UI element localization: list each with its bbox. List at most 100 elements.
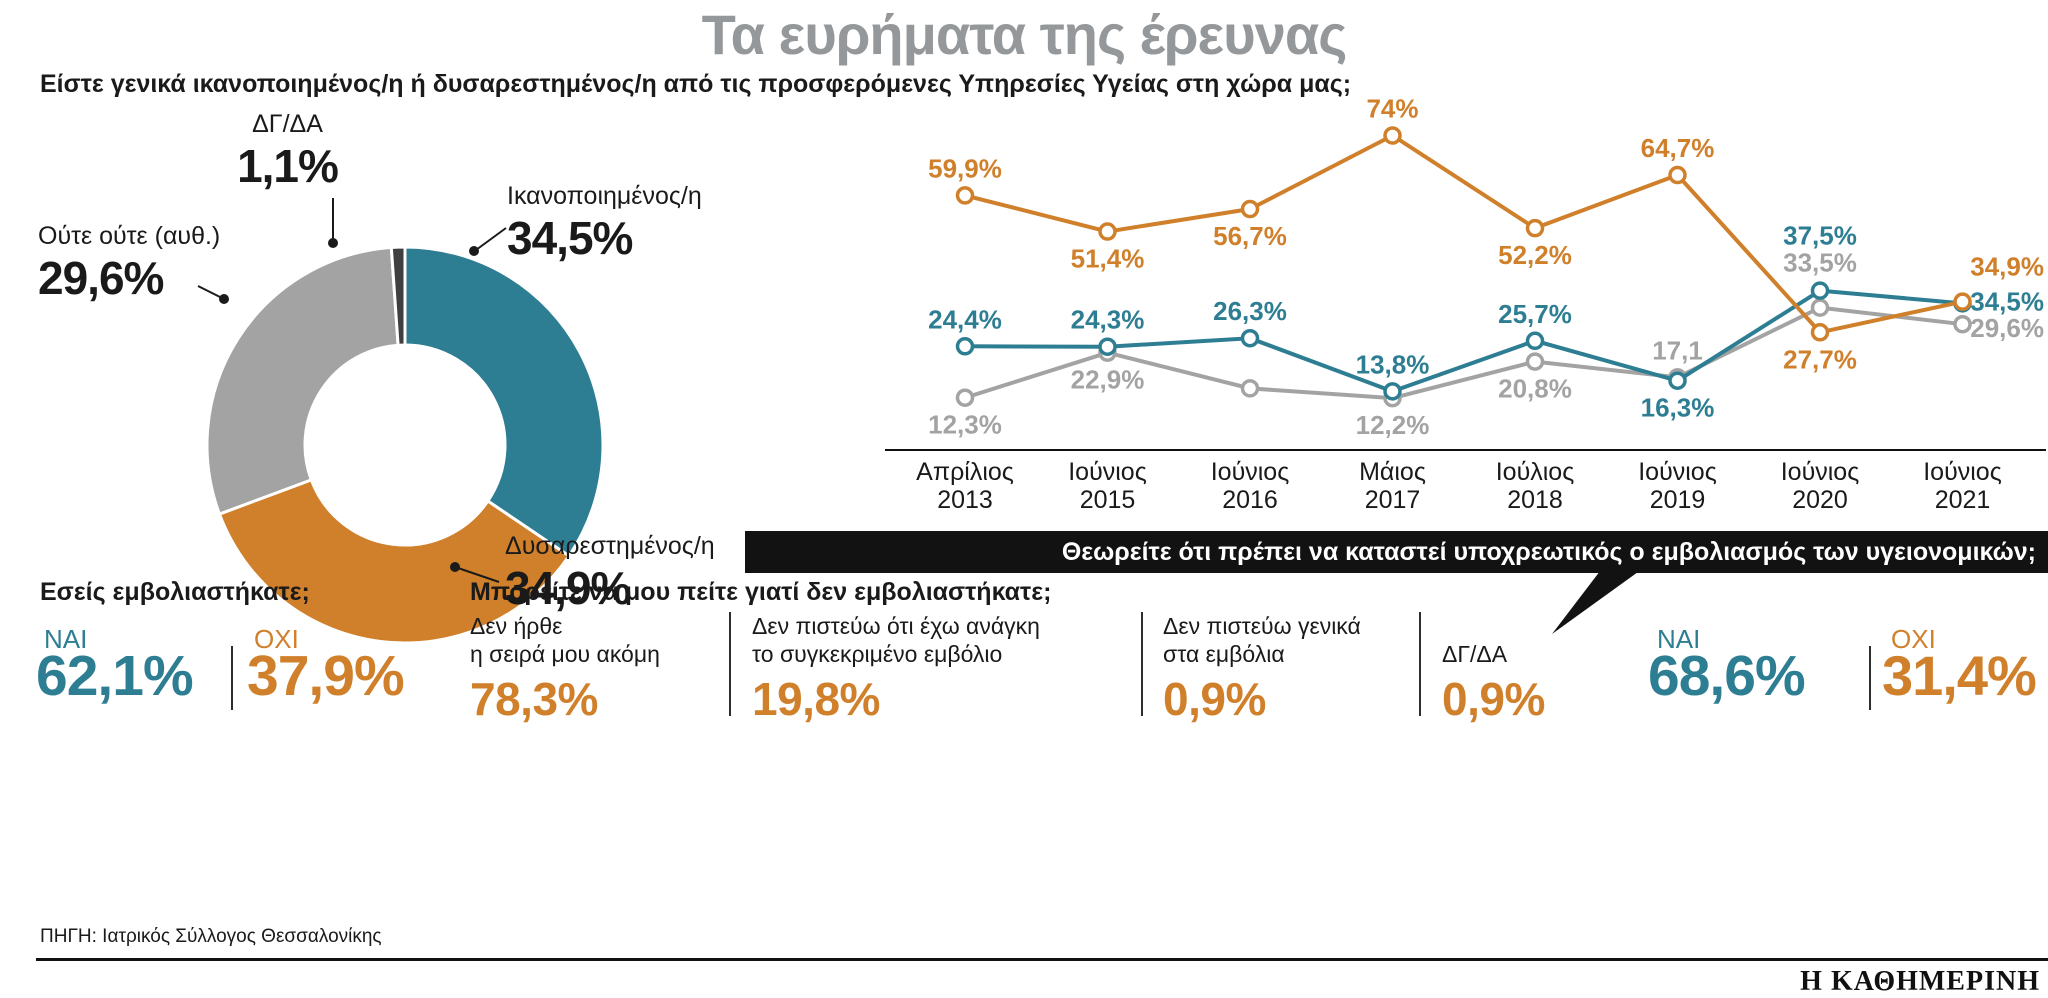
x-tick-label-3: Μάιος 2017 [1359, 458, 1426, 514]
reason-dg-da-value: 0,9% [1442, 673, 1545, 725]
banner-question-mandatory-vaccination: Θεωρείτε ότι πρέπει να καταστεί υποχρεωτ… [745, 531, 2048, 573]
x-tick-label-7: Ιούνιος 2021 [1923, 458, 2002, 514]
page-title: Τα ευρήματα της έρευνας [701, 3, 1348, 66]
point-gray-7 [1953, 314, 1972, 334]
divider-mandatory [1869, 646, 1871, 710]
divider-reasons-1 [729, 612, 731, 716]
question-health-services: Είστε γενικά ικανοποιημένος/η ή δυσαρεστ… [40, 70, 1352, 98]
donut-segment-0 [403, 245, 605, 559]
value-label-teal-7: 34,5% [1970, 286, 2044, 316]
reason-dg-da-label: ΔΓ/ΔΑ [1442, 610, 1602, 668]
reason-no-belief-vaccines-label: Δεν πιστεύω γενικά στα εμβόλια [1163, 610, 1411, 668]
value-label-orange-5: 64,7% [1641, 133, 1715, 163]
value-label-orange-3: 74% [1366, 94, 1418, 124]
value-label-teal-3: 13,8% [1356, 349, 1430, 379]
vaccinated-no-label: ΟΧΙ [254, 624, 299, 654]
donut-label-dissatisfied-name: Δυσαρεστημένος/η [505, 532, 715, 560]
reason-not-my-turn: Δεν ήρθε η σειρά μου ακόμη 78,3% [470, 610, 720, 722]
reason-label-line: το συγκεκριμένο εμβόλιο [752, 641, 1003, 667]
reason-label-line: Δεν πιστεύω ότι έχω ανάγκη [752, 613, 1040, 639]
line-series-orange [964, 133, 1963, 335]
point-teal-3 [1383, 382, 1402, 401]
donut-leader-dots [219, 238, 479, 572]
reason-label-line: στα εμβόλια [1163, 641, 1285, 667]
point-teal-5 [1668, 371, 1687, 390]
value-label-teal-2: 26,3% [1213, 296, 1287, 326]
reason-no-need-vaccine-label: Δεν πιστεύω ότι έχω ανάγκη το συγκεκριμέ… [752, 610, 1132, 668]
x-tick-label-1: Ιούνιος 2015 [1068, 458, 1147, 514]
mandatory-no-label: ΟΧΙ [1891, 624, 1936, 654]
leader-dot-neither [219, 294, 229, 304]
reason-label-line: Δεν ήρθε [470, 613, 563, 639]
point-orange-3 [1383, 126, 1402, 145]
point-orange-7 [1953, 292, 1972, 311]
value-label-gray-3: 12,2% [1356, 410, 1430, 440]
reason-dg-da: ΔΓ/ΔΑ 0,9% [1442, 610, 1602, 722]
trend-line-chart: Απρίλιος 2013 Ιούνιος 2015 Ιούνιος 2016 Μάιος 2… [885, 94, 2046, 514]
value-label-gray-7: 29,6% [1970, 313, 2044, 343]
x-tick-label-0: Απρίλιος 2013 [916, 458, 1014, 514]
donut-label-dissatisfied-value: 34,9% [505, 561, 631, 614]
donut-leader-lines [197, 198, 507, 583]
donut-segment-1 [217, 477, 572, 645]
value-label-gray-4: 20,8% [1498, 374, 1572, 404]
reason-not-my-turn-value: 78,3% [470, 673, 598, 725]
point-gray-6 [1810, 298, 1830, 317]
point-gray-0 [955, 388, 975, 407]
donut-segment-2 [205, 245, 400, 516]
reason-label-line: η σειρά μου ακόμη [470, 641, 660, 667]
value-label-gray-5: 17,1 [1652, 335, 1703, 365]
question-vaccinated: Εσείς εμβολιαστήκατε; [40, 578, 310, 606]
point-teal-1 [1098, 337, 1117, 356]
donut-segments [205, 245, 605, 645]
point-teal-2 [1240, 328, 1260, 348]
leader-dot-dissatisfied [450, 562, 460, 572]
leader-dot-satisfied [469, 246, 479, 256]
question-why-not-vaccinated: Μπορείτε να μου πείτε γιατί δεν εμβολιασ… [470, 578, 1052, 606]
source-credit: ΠΗΓΗ: Ιατρικός Σύλλογος Θεσσαλονίκης [40, 926, 382, 947]
donut-label-dg-da: ΔΓ/ΔΑ 1,1% [200, 110, 375, 190]
newspaper-logo: Η ΚΑΘΗΜΕΡΙΝΗ [1800, 966, 2040, 997]
point-orange-1 [1098, 222, 1117, 241]
reason-label-line: Δεν πιστεύω γενικά [1163, 613, 1361, 639]
donut-label-dg-da-name: ΔΓ/ΔΑ [252, 110, 323, 138]
point-gray-2 [1240, 379, 1260, 398]
value-label-teal-1: 24,3% [1071, 305, 1145, 335]
donut-label-neither-value: 29,6% [38, 251, 164, 304]
leader-line-neither [197, 285, 223, 299]
point-orange-5 [1668, 165, 1687, 185]
value-label-gray-1: 22,9% [1071, 365, 1145, 395]
mandatory-no-value: 31,4% [1882, 644, 2037, 707]
reason-not-my-turn-label: Δεν ήρθε η σειρά μου ακόμη [470, 610, 720, 668]
point-teal-4 [1525, 331, 1545, 351]
value-label-teal-6: 37,5% [1783, 221, 1857, 251]
donut-label-neither-name: Ούτε ούτε (αυθ.) [38, 222, 221, 250]
value-label-orange-0: 59,9% [928, 153, 1002, 183]
leader-line-dissatisfied [457, 567, 500, 583]
divider-reasons-2 [1141, 612, 1143, 716]
banner-question-text: Θεωρείτε ότι πρέπει να καταστεί υποχρεωτ… [1061, 538, 2036, 566]
point-teal-0 [955, 337, 975, 356]
value-label-orange-2: 56,7% [1213, 221, 1287, 251]
point-orange-2 [1240, 199, 1260, 219]
donut-label-satisfied-name: Ικανοποιημένος/η [507, 182, 702, 210]
reason-no-belief-vaccines: Δεν πιστεύω γενικά στα εμβόλια 0,9% [1163, 610, 1411, 722]
donut-label-dissatisfied: Δυσαρεστημένος/η 34,9% [505, 532, 715, 612]
value-label-teal-5: 16,3% [1641, 393, 1715, 423]
vaccinated-no-value: 37,9% [247, 644, 405, 708]
donut-label-satisfied: Ικανοποιημένος/η 34,5% [507, 182, 702, 262]
vaccinated-yes-label: ΝΑΙ [44, 624, 88, 654]
x-tick-label-2: Ιούνιος 2016 [1211, 458, 1290, 514]
value-label-gray-6: 33,5% [1783, 248, 1857, 278]
divider-reasons-3 [1419, 612, 1421, 716]
donut-label-dg-da-value: 1,1% [237, 139, 339, 192]
vaccinated-yes-value: 62,1% [36, 644, 194, 708]
point-teal-6 [1810, 281, 1830, 300]
leader-line-satisfied [475, 227, 507, 251]
mandatory-yes-value: 68,6% [1648, 644, 1806, 708]
point-orange-6 [1810, 323, 1830, 342]
value-label-orange-1: 51,4% [1071, 244, 1145, 274]
donut-label-satisfied-value: 34,5% [507, 211, 633, 264]
point-orange-0 [955, 186, 975, 205]
